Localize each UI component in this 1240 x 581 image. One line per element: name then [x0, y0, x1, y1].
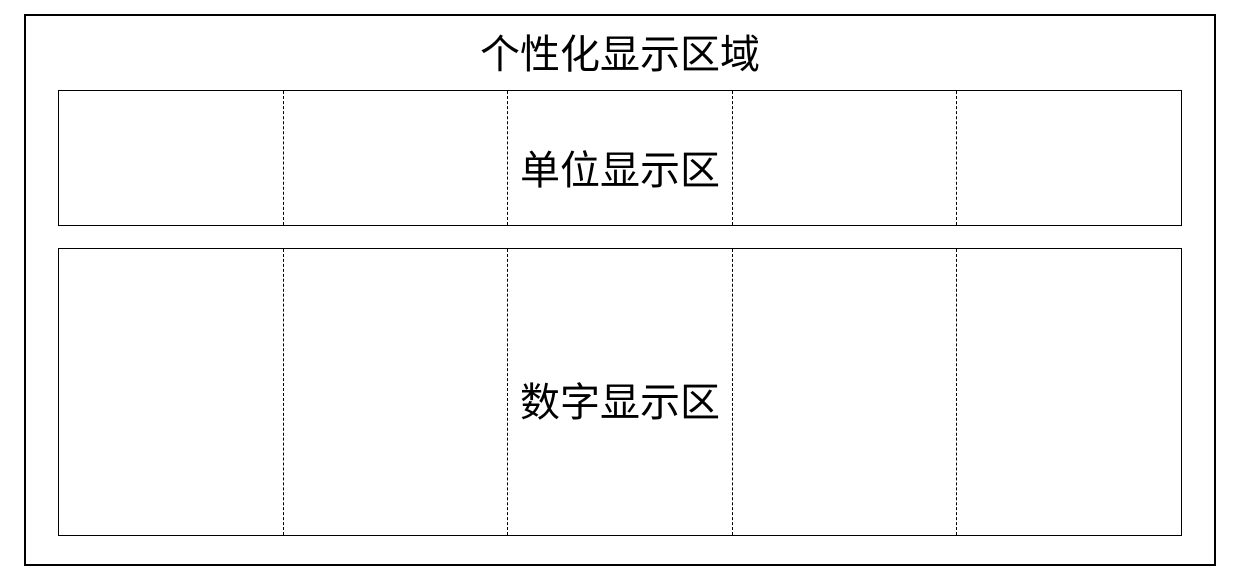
digit-region-label: 数字显示区	[0, 370, 1240, 428]
unit-region-label: 单位显示区	[0, 138, 1240, 196]
title-label: 个性化显示区域	[0, 22, 1240, 80]
